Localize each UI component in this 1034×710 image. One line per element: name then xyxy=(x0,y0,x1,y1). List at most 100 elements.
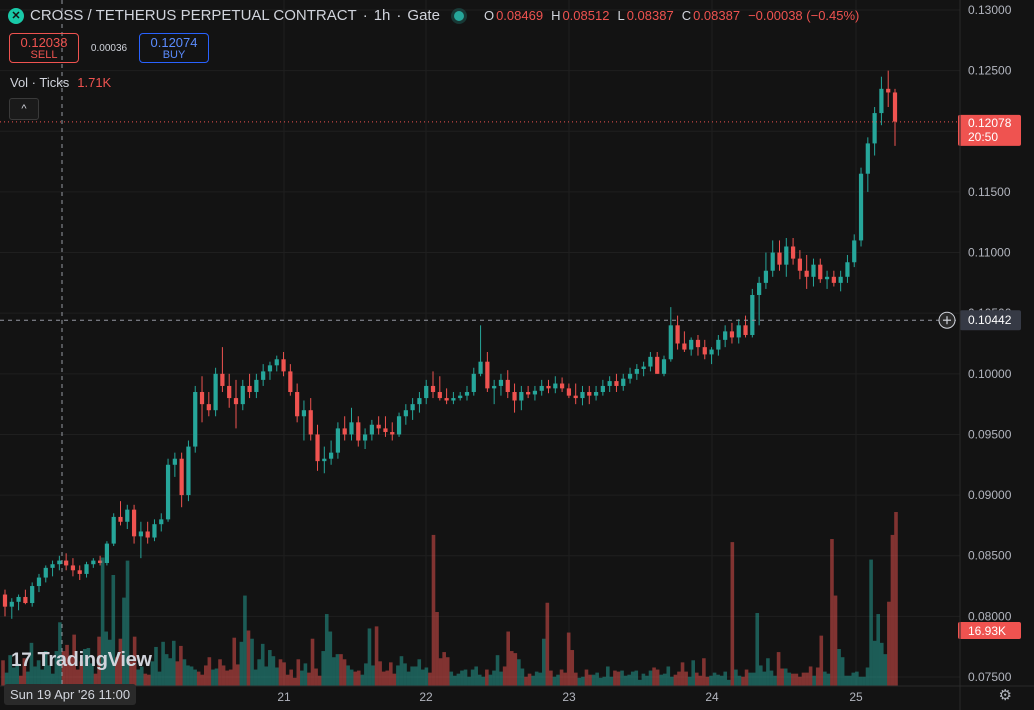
volume-bar xyxy=(1,660,5,686)
candle-body xyxy=(471,373,476,393)
interval-label[interactable]: 1h xyxy=(373,7,391,24)
volume-bar xyxy=(737,675,742,686)
volume-bar xyxy=(435,612,439,686)
volume-bar xyxy=(282,662,286,686)
volume-bar xyxy=(801,672,806,686)
buy-label: BUY xyxy=(162,49,186,61)
volume-bar xyxy=(698,675,703,686)
candle-body xyxy=(818,264,823,280)
candle-body xyxy=(587,392,592,396)
volume-bar xyxy=(442,652,446,686)
candle-body xyxy=(396,416,402,435)
volume-bar xyxy=(168,658,173,686)
candle-body xyxy=(580,392,585,399)
crosshair-price-badge xyxy=(960,310,1021,331)
volume-bar xyxy=(520,668,525,686)
volume-bar xyxy=(645,675,649,686)
chevron-up-icon[interactable]: ^ xyxy=(9,98,39,120)
separator: · xyxy=(396,7,402,24)
volume-bar xyxy=(392,673,397,686)
volume-bar xyxy=(751,672,756,686)
candle-body xyxy=(593,392,599,396)
buy-button[interactable]: 0.12074 BUY xyxy=(139,33,209,63)
tradingview-brand: TradingView xyxy=(37,649,152,671)
volume-bar xyxy=(385,670,390,686)
candle-body xyxy=(607,381,612,386)
volume-bar xyxy=(894,512,898,686)
volume-bar xyxy=(335,654,340,686)
volume-legend[interactable]: Vol · Ticks 1.71K xyxy=(10,75,111,90)
symbol-name[interactable]: CROSS / TETHERUS PERPETUAL CONTRACT xyxy=(30,7,357,24)
volume-bar xyxy=(602,676,607,686)
candle-body xyxy=(872,113,877,144)
candle-body xyxy=(444,398,449,401)
y-axis-tick-label: 0.09500 xyxy=(968,427,1012,441)
volume-bar xyxy=(541,638,546,686)
volume-bar xyxy=(300,670,304,686)
high-label: H xyxy=(551,8,561,23)
open-value: 0.08469 xyxy=(496,8,544,23)
candle-body xyxy=(274,359,279,366)
volume-bar xyxy=(709,675,713,686)
candle-body xyxy=(655,356,660,374)
exchange-label[interactable]: Gate xyxy=(407,7,440,24)
volume-bar xyxy=(111,575,116,686)
low-label: L xyxy=(617,8,625,23)
volume-bar xyxy=(588,674,592,686)
close-value: 0.08387 xyxy=(693,8,741,23)
candle-body xyxy=(723,331,728,340)
volume-bar xyxy=(517,659,521,686)
volume-bar xyxy=(122,597,126,686)
tradingview-logo[interactable]: 17 TradingView xyxy=(11,649,152,672)
volume-bar xyxy=(662,673,667,686)
volume-bar xyxy=(453,675,457,686)
volume-bar xyxy=(214,668,219,686)
volume-bar xyxy=(421,669,425,686)
candle-body xyxy=(750,294,755,336)
volume-bar xyxy=(61,651,66,686)
volume-bar xyxy=(872,640,877,686)
volume-bar xyxy=(755,613,760,686)
candle-body xyxy=(464,392,470,396)
volume-bar xyxy=(221,665,226,686)
candle-body xyxy=(865,143,870,174)
volume-bar xyxy=(136,669,140,686)
candle-body xyxy=(159,519,164,525)
volume-bar xyxy=(367,628,372,686)
sell-button[interactable]: 0.12038 SELL xyxy=(9,33,79,63)
candle-body xyxy=(376,424,381,429)
volume-bar xyxy=(570,650,575,686)
candle-body xyxy=(424,385,429,399)
candle-body xyxy=(553,383,558,389)
volume-bar xyxy=(549,670,553,686)
candle-body xyxy=(362,434,368,441)
volume-bar xyxy=(90,663,94,686)
candle-body xyxy=(383,428,388,433)
crosshair-time-label: Sun 19 Apr '26 11:00 xyxy=(4,684,137,705)
volume-bar xyxy=(125,560,130,686)
y-axis-tick-label: 0.08000 xyxy=(968,609,1012,623)
volume-bar xyxy=(741,676,745,686)
candle-body xyxy=(349,422,354,435)
volume-bar xyxy=(609,676,614,686)
symbol-logo-icon[interactable]: ✕ xyxy=(8,7,24,24)
candle-body xyxy=(369,424,374,435)
candle-body xyxy=(627,373,633,379)
volume-bar xyxy=(883,654,888,686)
ohlc-values: O 0.08469 H 0.08512 L 0.08387 C 0.08387 −0.0… xyxy=(478,8,859,23)
candle-body xyxy=(240,385,245,405)
volume-bar xyxy=(509,651,514,686)
candle-body xyxy=(682,343,687,350)
gear-icon[interactable]: ⚙ xyxy=(998,687,1012,704)
candle-body xyxy=(743,325,748,336)
volume-bar xyxy=(794,673,799,686)
candle-body xyxy=(757,282,762,295)
volume-bar xyxy=(257,659,261,686)
volume-bar xyxy=(228,669,233,686)
candle-body xyxy=(267,365,273,372)
candle-body xyxy=(566,388,571,396)
candle-body xyxy=(689,339,694,350)
volume-bar xyxy=(378,661,382,686)
volume-bar xyxy=(175,661,180,686)
